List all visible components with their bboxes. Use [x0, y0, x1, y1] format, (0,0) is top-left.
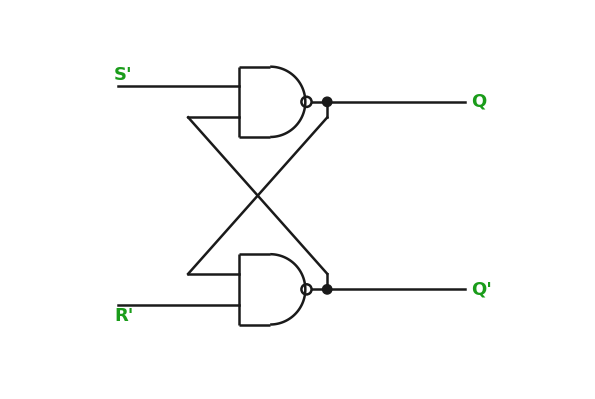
Circle shape [322, 97, 332, 107]
Text: S': S' [114, 66, 133, 85]
Text: Q': Q' [471, 280, 492, 298]
Text: Q: Q [471, 93, 487, 111]
Circle shape [322, 284, 332, 294]
Text: R': R' [114, 307, 133, 325]
